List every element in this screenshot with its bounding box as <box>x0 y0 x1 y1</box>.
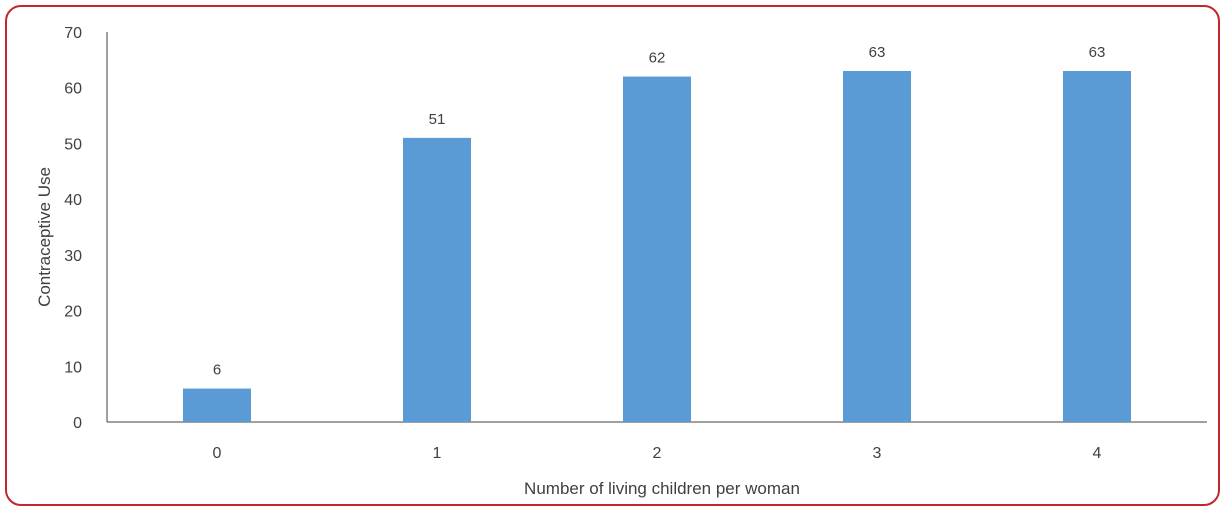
y-tick-label: 30 <box>64 248 82 265</box>
bar <box>1063 71 1131 422</box>
y-tick-label: 40 <box>64 192 82 209</box>
x-tick-label: 0 <box>213 445 222 462</box>
y-tick-label: 50 <box>64 136 82 153</box>
y-tick-label: 10 <box>64 359 82 376</box>
bars <box>183 71 1131 423</box>
y-tick-labels: 0 10 20 30 40 50 60 70 <box>64 25 82 432</box>
bar-data-label: 6 <box>213 362 221 379</box>
bar-data-label: 51 <box>429 111 446 128</box>
bar-data-label: 62 <box>649 50 666 67</box>
x-axis: 0 1 2 3 4 <box>107 421 1207 462</box>
x-tick-label: 4 <box>1093 445 1102 462</box>
y-tick-label: 60 <box>64 81 82 98</box>
y-tick-label: 20 <box>64 304 82 321</box>
x-axis-title: Number of living children per woman <box>524 479 800 498</box>
bar <box>183 388 251 422</box>
x-tick-label: 2 <box>653 445 662 462</box>
bar <box>403 137 471 422</box>
y-tick-label: 70 <box>64 25 82 42</box>
x-tick-label: 3 <box>873 445 882 462</box>
bar-data-label: 63 <box>869 44 886 61</box>
data-labels: 6 51 62 63 63 <box>213 44 1106 379</box>
x-tick-label: 1 <box>433 445 442 462</box>
bar <box>623 76 691 423</box>
y-axis-title: Contraceptive Use <box>35 167 54 307</box>
x-tick-labels: 0 1 2 3 4 <box>213 445 1102 462</box>
bar <box>843 71 911 422</box>
bar-data-label: 63 <box>1089 44 1106 61</box>
y-axis: 0 10 20 30 40 50 60 70 <box>64 25 108 432</box>
y-tick-label: 0 <box>73 415 82 432</box>
